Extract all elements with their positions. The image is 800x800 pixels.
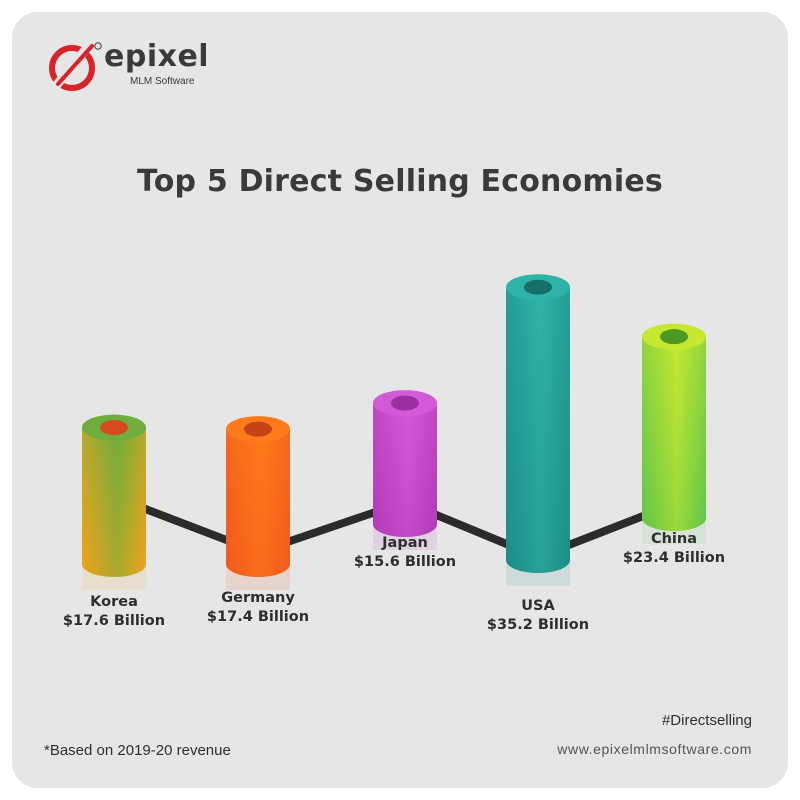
- bar-category-label: USA: [521, 598, 555, 614]
- chart-title: Top 5 Direct Selling Economies: [137, 164, 663, 199]
- brand-name: epixel: [104, 39, 210, 74]
- bar-hole: [524, 279, 552, 295]
- bar-japan: [373, 390, 437, 550]
- bar-germany: [226, 416, 290, 590]
- bar-shading: [226, 429, 290, 577]
- bar-value-label: $35.2 Billion: [487, 617, 589, 633]
- bar-hole: [244, 421, 272, 437]
- bar-shading: [82, 427, 146, 577]
- bar-value-label: $15.6 Billion: [354, 554, 456, 570]
- bar-china: [642, 323, 706, 544]
- bar-category-label: Germany: [221, 590, 295, 606]
- infographic-card: epixel MLM Software Top 5 Direct Selling…: [12, 12, 788, 788]
- footnote: *Based on 2019-20 revenue: [44, 742, 231, 759]
- bar-hole: [660, 329, 688, 345]
- bar-hole: [100, 420, 128, 436]
- bar-category-label: China: [651, 531, 697, 547]
- bar-shading: [506, 287, 570, 573]
- hashtag: #Directselling: [661, 712, 752, 729]
- epixel-logo-icon: [49, 39, 102, 91]
- epixel-logo: epixel MLM Software: [46, 36, 236, 100]
- bar-shading: [642, 336, 706, 531]
- cylinder-chart: Korea $17.6 Billion Germany $17.4 Billion Ja…: [63, 274, 725, 633]
- website-url: www.epixelmlmsoftware.com: [557, 741, 752, 757]
- bar-value-label: $17.4 Billion: [207, 609, 309, 625]
- bar-value-label: $17.6 Billion: [63, 613, 165, 629]
- bar-hole: [391, 395, 419, 411]
- bar-category-label: Korea: [90, 594, 138, 610]
- bar-shading: [373, 403, 437, 537]
- bar-category-label: Japan: [381, 535, 428, 551]
- bar-usa: [506, 274, 570, 586]
- bar-korea: [82, 414, 146, 590]
- bar-value-label: $23.4 Billion: [623, 550, 725, 566]
- brand-tagline: MLM Software: [130, 76, 195, 87]
